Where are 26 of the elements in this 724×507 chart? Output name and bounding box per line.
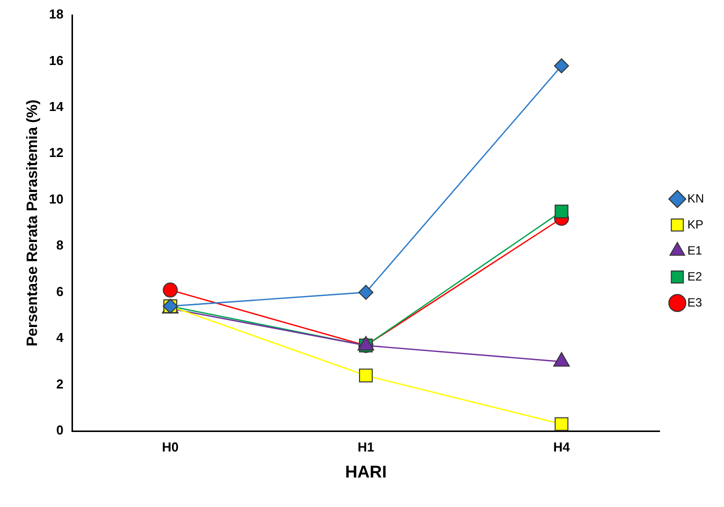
point <box>554 204 568 218</box>
y-tick-label: 14 <box>48 99 64 114</box>
legend-label: E2 <box>687 269 702 284</box>
y-tick-label: 4 <box>56 330 64 346</box>
legend-label: E1 <box>687 243 702 258</box>
y-tick-label: 2 <box>56 376 64 392</box>
x-axis-title: HARI <box>345 462 387 482</box>
y-tick-label: 6 <box>56 284 64 299</box>
point <box>359 368 373 382</box>
y-tick-label: 10 <box>48 191 64 206</box>
y-tick-label: 16 <box>48 52 64 68</box>
x-tick-label: H4 <box>553 439 571 454</box>
y-axis-title: Persentase Rerata Parasitemia (%) <box>24 100 42 346</box>
x-tick-label: H0 <box>162 439 179 454</box>
y-tick-label: 18 <box>48 6 64 22</box>
y-tick-label: 12 <box>48 145 64 160</box>
x-tick-label: H1 <box>358 439 374 454</box>
legend-label: E3 <box>687 295 702 310</box>
point <box>162 282 178 298</box>
legend-label: KN <box>687 191 704 206</box>
y-tick-label: 0 <box>56 422 64 438</box>
point <box>554 417 568 431</box>
point <box>358 284 374 300</box>
y-tick-label: 8 <box>56 238 64 253</box>
point <box>554 58 570 74</box>
legend-label: KP <box>687 217 704 232</box>
